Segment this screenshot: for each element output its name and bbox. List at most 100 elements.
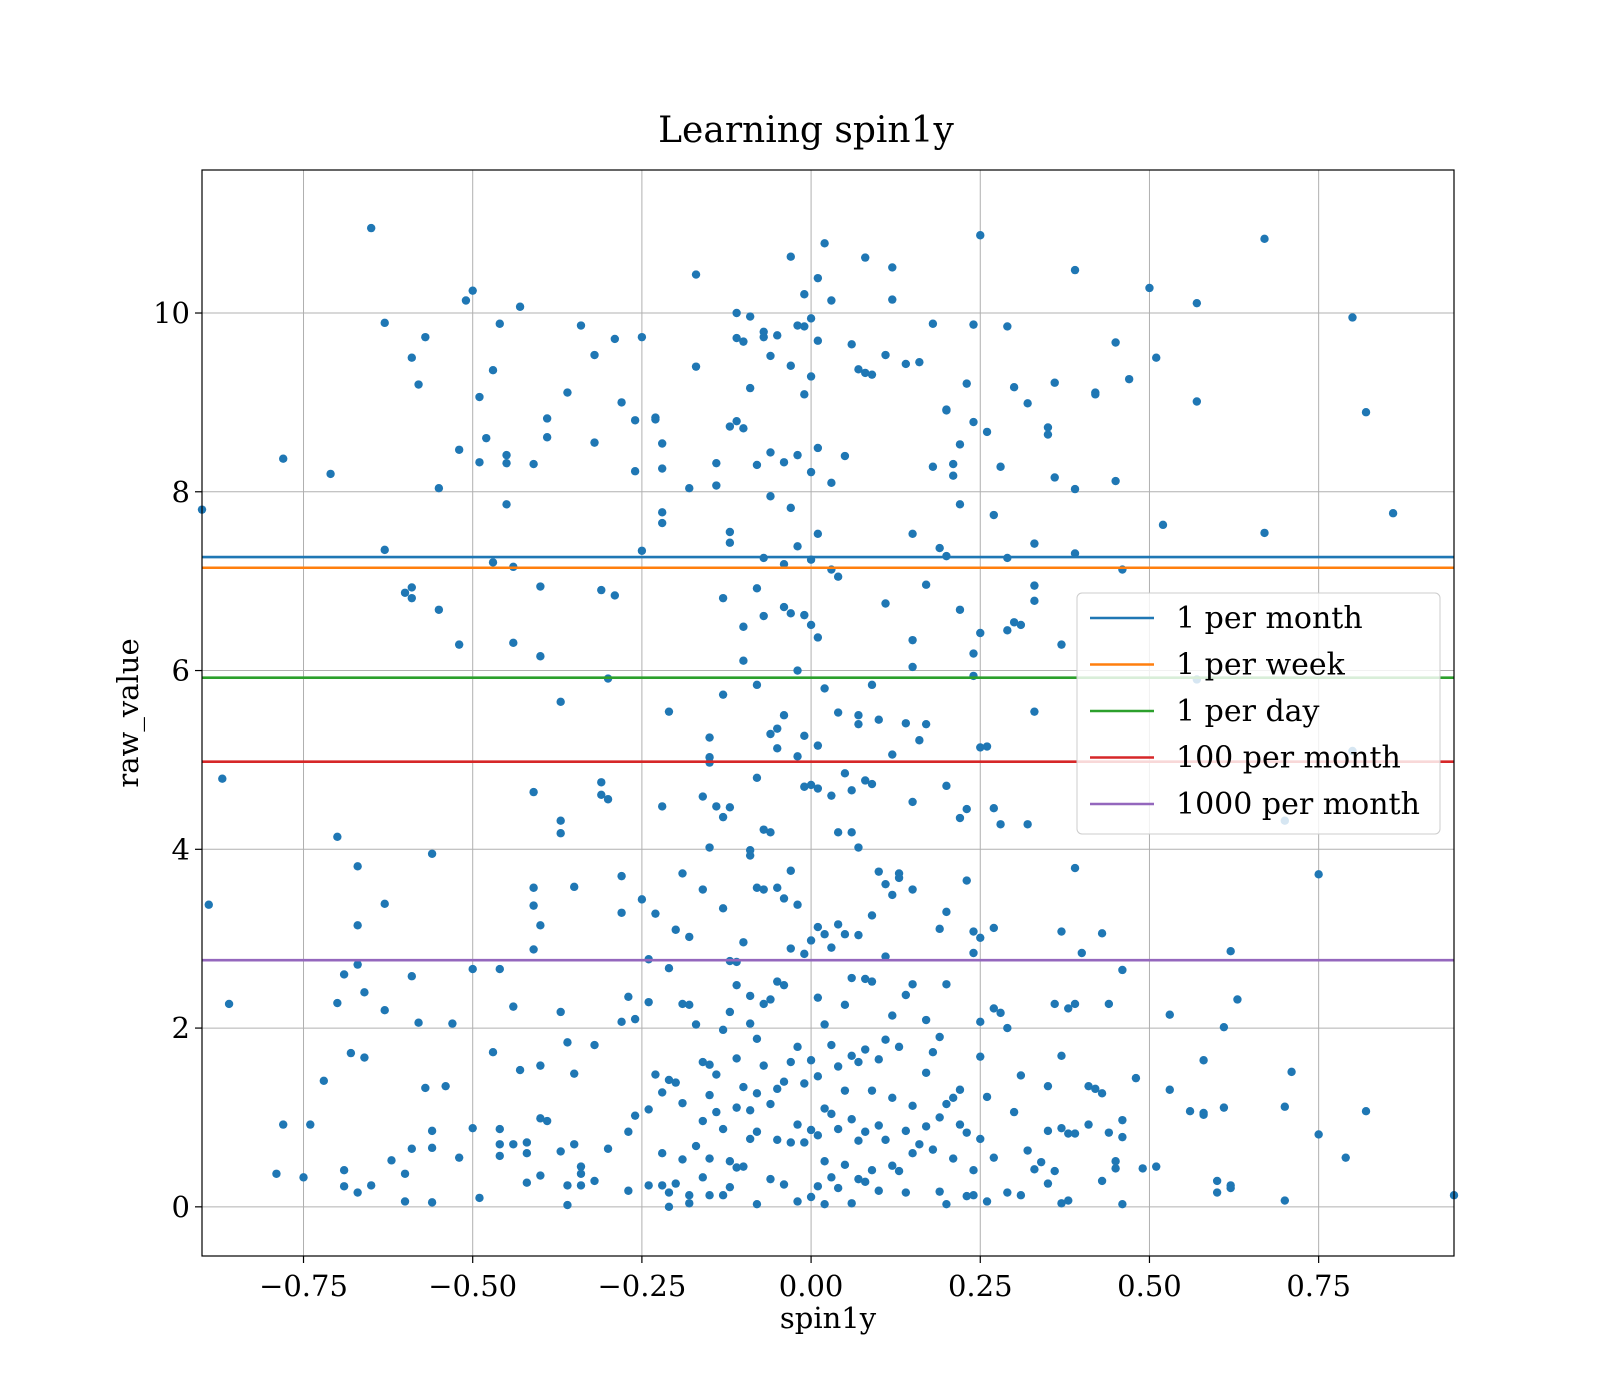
data-point xyxy=(691,270,701,279)
data-point xyxy=(861,1127,870,1136)
data-point xyxy=(570,1069,579,1078)
data-point xyxy=(339,1182,349,1191)
data-point xyxy=(678,1155,687,1164)
data-point xyxy=(847,1051,856,1060)
data-point xyxy=(597,778,606,787)
data-point xyxy=(867,1086,877,1095)
data-point xyxy=(522,1178,532,1187)
data-point xyxy=(773,724,782,733)
data-point xyxy=(488,558,498,567)
data-point xyxy=(745,1106,755,1115)
data-point xyxy=(969,1165,978,1175)
data-point xyxy=(813,922,823,932)
data-point xyxy=(610,334,620,344)
data-point xyxy=(820,684,829,693)
data-point xyxy=(793,666,802,675)
data-point xyxy=(955,440,965,449)
data-point xyxy=(576,1169,586,1178)
legend-label: 1 per week xyxy=(1176,648,1346,683)
data-point xyxy=(1016,1071,1026,1080)
data-point xyxy=(1314,870,1323,879)
data-point xyxy=(657,518,667,528)
data-point xyxy=(908,1101,917,1111)
data-point xyxy=(1097,1089,1107,1098)
data-point xyxy=(563,1181,572,1190)
data-point xyxy=(563,1038,572,1047)
data-point xyxy=(536,652,545,661)
data-point xyxy=(353,1188,362,1197)
data-point xyxy=(617,398,626,407)
data-point xyxy=(854,711,863,720)
data-point xyxy=(806,1192,816,1202)
data-point xyxy=(935,543,944,553)
data-point xyxy=(813,273,823,283)
data-point xyxy=(637,546,647,555)
data-point xyxy=(989,923,999,933)
data-point xyxy=(529,787,538,797)
data-point xyxy=(1131,1073,1141,1083)
data-point xyxy=(854,1136,863,1145)
data-point xyxy=(576,321,586,330)
data-point xyxy=(1138,1164,1147,1173)
data-point xyxy=(360,1053,369,1062)
data-point xyxy=(610,591,620,600)
data-point xyxy=(752,1199,762,1209)
data-point xyxy=(570,1140,579,1149)
data-point xyxy=(949,1093,958,1102)
data-point xyxy=(976,1134,985,1144)
data-point xyxy=(1030,1165,1039,1174)
data-point xyxy=(962,1128,971,1137)
data-point xyxy=(739,1162,748,1171)
data-point xyxy=(1226,1181,1235,1190)
data-point xyxy=(380,899,389,909)
data-point xyxy=(854,1057,863,1067)
data-point xyxy=(712,1107,721,1117)
data-point xyxy=(786,1057,795,1067)
data-point xyxy=(502,500,511,509)
data-point xyxy=(786,866,795,875)
data-point xyxy=(664,963,674,973)
data-point xyxy=(969,927,978,936)
data-point xyxy=(806,1125,816,1135)
data-point xyxy=(542,1116,552,1126)
data-point xyxy=(881,879,890,889)
data-point xyxy=(488,366,498,375)
data-point xyxy=(1152,1162,1161,1171)
data-point xyxy=(752,460,762,470)
data-point xyxy=(969,1191,978,1200)
data-point xyxy=(813,784,823,793)
data-point xyxy=(786,944,795,953)
data-point xyxy=(976,933,985,942)
data-point xyxy=(800,1079,809,1088)
data-point xyxy=(888,1093,897,1102)
data-point xyxy=(678,869,687,878)
data-point xyxy=(827,943,836,952)
data-point xyxy=(380,1005,389,1015)
data-point xyxy=(1118,1132,1127,1142)
data-point xyxy=(454,640,464,649)
data-point xyxy=(840,1000,850,1010)
data-point xyxy=(1057,1123,1066,1133)
data-point xyxy=(441,1081,450,1091)
data-point xyxy=(773,883,782,892)
data-point xyxy=(833,708,843,717)
data-point xyxy=(326,469,335,479)
data-point xyxy=(617,908,626,917)
data-point xyxy=(888,750,897,759)
data-point xyxy=(685,1000,694,1010)
data-point xyxy=(718,1191,728,1200)
data-point xyxy=(779,1180,789,1189)
data-point xyxy=(806,780,816,790)
data-point xyxy=(996,820,1005,829)
data-point xyxy=(901,1188,911,1197)
data-point xyxy=(515,1065,525,1075)
data-point xyxy=(854,930,863,940)
data-point xyxy=(949,471,958,480)
data-point xyxy=(1057,640,1066,649)
data-point xyxy=(827,1040,836,1050)
data-point xyxy=(962,1191,971,1201)
data-point xyxy=(637,332,647,342)
data-point xyxy=(989,1004,999,1013)
x-ticks: −0.75 −0.50 −0.25 0.00 0.25 0.50 0.75 xyxy=(259,1256,1351,1303)
data-point xyxy=(888,295,897,304)
